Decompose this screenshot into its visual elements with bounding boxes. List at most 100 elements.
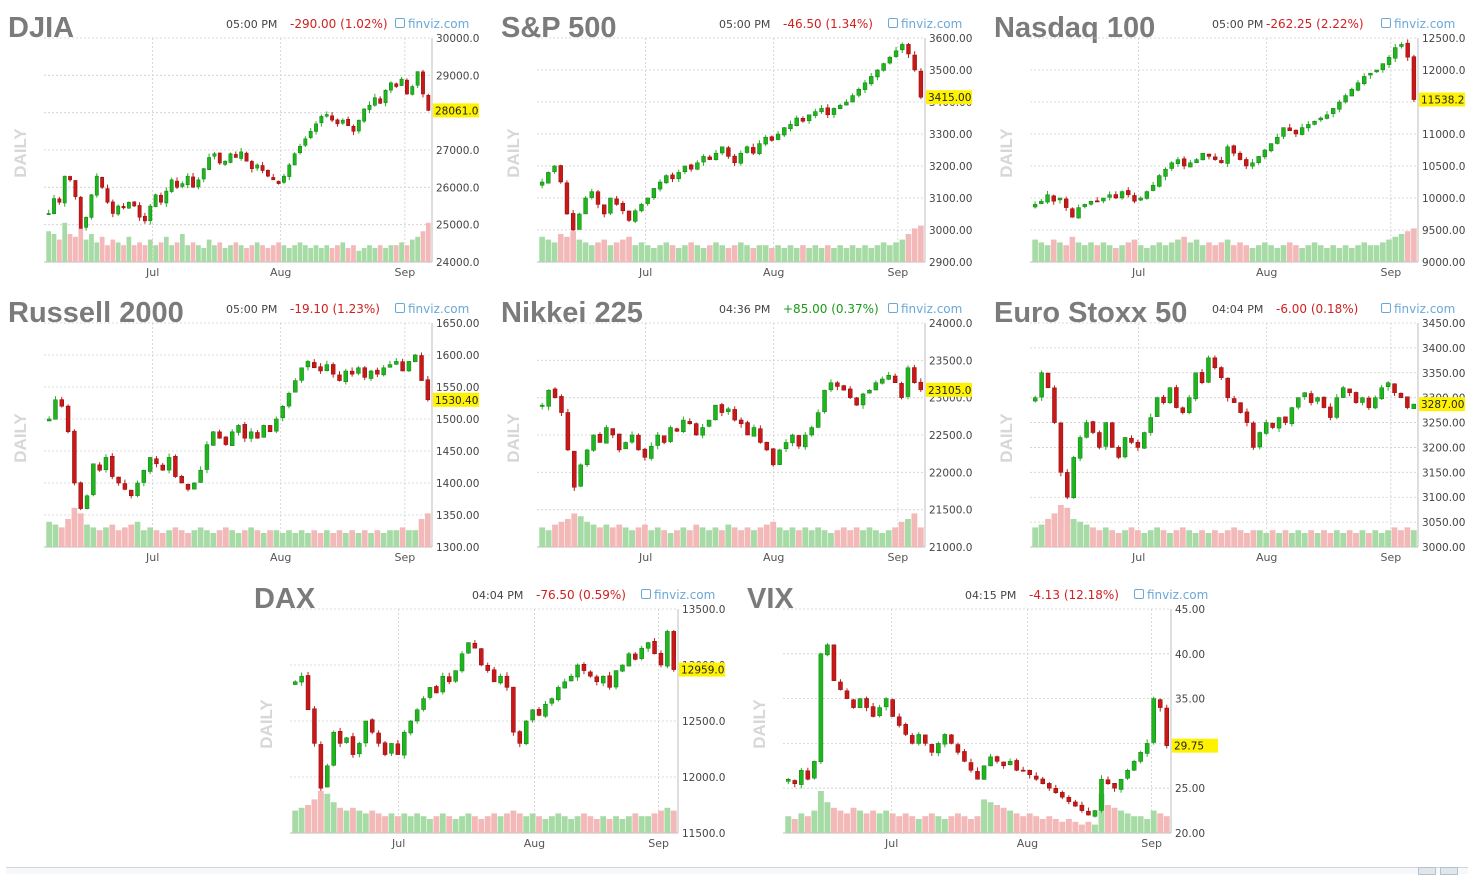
volume-bar <box>324 245 330 262</box>
volume-bar <box>915 819 922 833</box>
y-tick-label: 12500.0 <box>1422 33 1465 45</box>
chart-svg-dax: 13500.013000.012500.012000.011500.0JulAu… <box>257 604 725 850</box>
volume-bar <box>787 245 794 262</box>
volume-bar <box>465 813 472 833</box>
volume-bar <box>153 245 158 262</box>
volume-bar <box>1088 242 1094 262</box>
finviz-link[interactable]: finviz.com <box>641 588 715 602</box>
candle <box>201 168 206 180</box>
volume-bar <box>1404 231 1411 262</box>
candle <box>1379 387 1384 400</box>
volume-bar <box>228 245 233 262</box>
candle <box>166 457 172 471</box>
candle <box>426 94 431 111</box>
volume-bar <box>1269 530 1276 547</box>
volume-bar <box>142 245 148 262</box>
candle <box>427 687 433 698</box>
candle <box>539 404 545 407</box>
volume-bar <box>905 519 911 547</box>
candle <box>668 427 673 442</box>
candle <box>337 731 343 744</box>
candle <box>770 448 776 466</box>
volume-bar <box>843 248 850 262</box>
finviz-link[interactable]: finviz.com <box>888 17 962 31</box>
candle <box>841 385 847 391</box>
candle <box>299 367 304 381</box>
candle <box>135 482 140 496</box>
volume-bar <box>394 816 401 833</box>
finviz-logo-icon <box>1134 589 1144 599</box>
y-tick-label: 1450.00 <box>436 446 479 458</box>
candle <box>153 194 158 207</box>
candle <box>286 393 292 407</box>
volume-bar <box>824 245 831 262</box>
candle <box>1082 204 1087 207</box>
volume-bar <box>853 527 860 547</box>
candle <box>602 204 607 215</box>
volume-bar <box>868 248 875 262</box>
candle <box>116 205 121 215</box>
candle <box>1393 47 1398 59</box>
candle <box>1237 152 1243 160</box>
horizontal-scrollbar[interactable] <box>6 867 1468 874</box>
last-value-label: 29.75 <box>1174 741 1204 753</box>
finviz-link[interactable]: finviz.com <box>395 302 469 316</box>
volume-bar <box>644 245 651 262</box>
volume-bar <box>1311 242 1318 262</box>
candle <box>1131 761 1137 771</box>
chart-title: Russell 2000 <box>8 297 184 329</box>
chart-panel-dax: DAX 04:04 PM -76.50 (0.59%) finviz.com 13500… <box>250 583 725 850</box>
finviz-link[interactable]: finviz.com <box>1381 17 1455 31</box>
candle <box>1150 184 1156 191</box>
candle <box>378 98 383 104</box>
candle <box>844 101 849 106</box>
volume-bar <box>1069 236 1076 262</box>
y-tick-label: 45.00 <box>1175 604 1205 616</box>
volume-bar <box>1065 819 1072 833</box>
volume-bar <box>866 527 873 547</box>
candle <box>796 435 802 447</box>
volume-bar <box>564 519 571 547</box>
finviz-logo-icon <box>1381 18 1391 28</box>
candle <box>575 664 580 678</box>
volume-bar <box>1102 527 1109 547</box>
volume-bar <box>629 530 635 547</box>
candle <box>890 699 895 717</box>
volume-bar <box>1187 242 1194 262</box>
volume-bar <box>1115 533 1122 547</box>
candle <box>1368 72 1373 76</box>
candle <box>196 179 201 188</box>
candle <box>212 153 217 157</box>
candle <box>642 448 648 458</box>
scroll-left-button[interactable] <box>1418 867 1436 875</box>
finviz-link[interactable]: finviz.com <box>395 17 469 31</box>
volume-bar <box>776 527 783 547</box>
candle <box>1411 56 1417 100</box>
last-value-marker <box>926 382 972 397</box>
x-tick-label: Aug <box>763 266 784 279</box>
candle <box>1138 752 1143 762</box>
volume-bar <box>388 245 394 262</box>
volume-bar <box>484 816 491 833</box>
volume-bar <box>1192 533 1199 547</box>
finviz-link[interactable]: finviz.com <box>1381 302 1455 316</box>
volume-bar <box>406 530 412 547</box>
finviz-link[interactable]: finviz.com <box>888 302 962 316</box>
volume-bar <box>812 245 819 262</box>
x-tick-label: Aug <box>763 551 784 564</box>
candle <box>1225 146 1230 164</box>
volume-bar <box>1070 519 1077 547</box>
volume-bar <box>885 530 892 547</box>
scroll-right-button[interactable] <box>1440 867 1458 875</box>
candle <box>1353 392 1359 403</box>
chart-time: 05:00 PM <box>1212 18 1264 31</box>
candle <box>633 210 638 222</box>
candle <box>1206 357 1211 383</box>
volume-bar <box>67 234 73 262</box>
candle <box>584 449 590 466</box>
candle <box>887 56 893 64</box>
candle <box>382 742 388 755</box>
candle <box>595 191 601 205</box>
finviz-link[interactable]: finviz.com <box>1134 588 1208 602</box>
volume-bar <box>153 530 160 547</box>
